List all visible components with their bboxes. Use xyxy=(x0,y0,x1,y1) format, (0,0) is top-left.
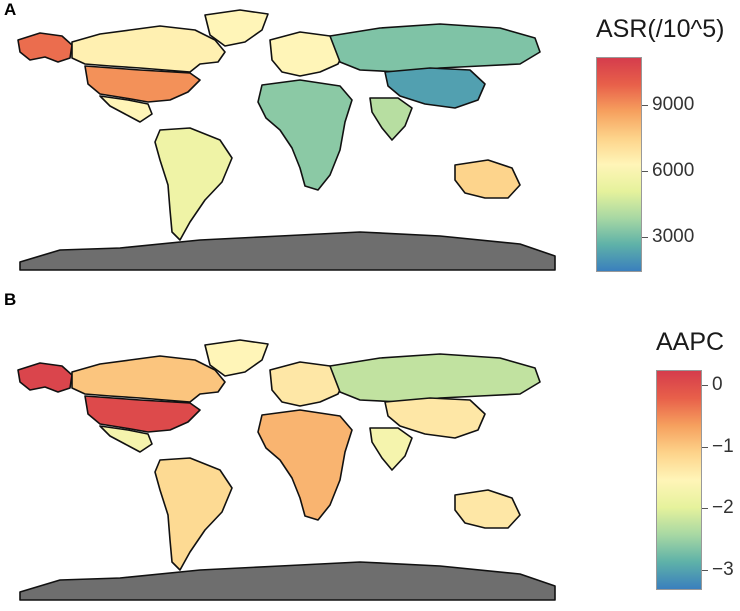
region-africa xyxy=(257,79,353,191)
legend-tick-mark xyxy=(642,237,648,239)
legend-tick-label: −2 xyxy=(712,497,734,519)
region-mexico xyxy=(99,95,153,123)
legend-tick-mark xyxy=(702,385,708,387)
legend-tick-label: 0 xyxy=(712,374,723,396)
region-greenland xyxy=(204,339,269,377)
region-russia xyxy=(329,353,541,403)
region-united-states xyxy=(84,395,201,433)
region-canada xyxy=(71,355,226,403)
legend-tick-mark xyxy=(702,569,708,571)
region-africa xyxy=(257,409,353,521)
legend-tick-mark xyxy=(702,508,708,510)
region-greenland xyxy=(204,9,269,47)
region-australia xyxy=(454,159,521,199)
region-antarctica xyxy=(19,561,556,601)
region-alaska xyxy=(17,32,73,63)
region-russia xyxy=(329,23,541,73)
legend-tick-mark xyxy=(642,171,648,173)
region-mexico xyxy=(99,425,153,453)
region-europe xyxy=(269,361,346,407)
legend-tick-label: 3000 xyxy=(652,226,695,248)
region-south-america xyxy=(154,457,233,571)
region-canada xyxy=(71,25,226,73)
region-china xyxy=(384,397,486,439)
legend-title: ASR(/10^5) xyxy=(596,15,725,43)
legend-tick-mark xyxy=(702,446,708,448)
world-map-aapc xyxy=(17,339,556,601)
region-europe xyxy=(269,31,346,77)
region-india xyxy=(369,427,413,471)
region-australia xyxy=(454,489,521,529)
legend-colorbar xyxy=(596,57,642,272)
panel-label: B xyxy=(4,290,17,309)
legend-tick-label: −1 xyxy=(712,435,734,457)
region-alaska xyxy=(17,362,73,393)
region-south-america xyxy=(154,127,233,241)
panel-b: B AAPC 0 −1 −2 −3 xyxy=(0,290,740,611)
panel-a: A ASR(/10^5) 9000 6000 3000 xyxy=(0,0,740,300)
region-united-states xyxy=(84,65,201,103)
region-antarctica xyxy=(19,231,556,271)
legend-colorbar xyxy=(656,370,702,590)
legend-tick-label: 9000 xyxy=(652,94,695,116)
legend-tick-mark xyxy=(642,105,648,107)
legend-tick-label: −3 xyxy=(712,558,734,580)
world-map-asr xyxy=(17,9,556,271)
panel-label: A xyxy=(4,0,17,19)
legend-tick-label: 6000 xyxy=(652,160,695,182)
region-india xyxy=(369,97,413,141)
legend-title: AAPC xyxy=(656,328,725,356)
region-china xyxy=(384,67,486,109)
